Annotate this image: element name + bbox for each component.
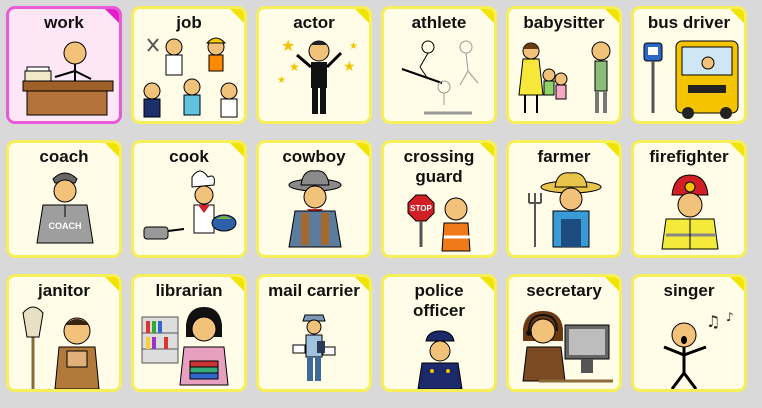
tile-athlete[interactable]: athlete — [381, 6, 497, 124]
tile-corner — [229, 143, 244, 158]
tile-label: bus driver — [647, 13, 731, 32]
tile-corner — [104, 143, 119, 158]
cook-icon — [143, 170, 237, 240]
tile-mail-carrier[interactable]: mail carrier — [256, 274, 372, 392]
actor-icon: ★ ★ ★ ★ ★ — [277, 36, 358, 114]
tile-label: babysitter — [523, 13, 605, 32]
job-icon — [143, 37, 238, 118]
tile-corner — [479, 9, 494, 24]
coach-icon: COACH — [36, 172, 94, 244]
tile-label: firefighter — [649, 147, 729, 166]
tile-label: singer — [663, 281, 715, 300]
svg-text:★: ★ — [289, 60, 300, 74]
tile-corner — [604, 277, 619, 292]
tile-police-officer[interactable]: police officer — [381, 274, 497, 392]
tile-label: mail carrier — [268, 281, 360, 300]
tile-coach[interactable]: COACH coach — [6, 140, 122, 258]
tile-librarian[interactable]: librarian — [131, 274, 247, 392]
tile-cook[interactable]: cook — [131, 140, 247, 258]
tile-corner — [354, 9, 369, 24]
tile-corner — [729, 143, 744, 158]
tile-corner — [104, 9, 119, 24]
coach-shirt-text: COACH — [49, 221, 82, 231]
crossing-guard-icon: STOP — [407, 194, 471, 252]
svg-text:♪: ♪ — [726, 310, 734, 324]
secretary-icon — [522, 311, 613, 383]
librarian-icon — [141, 307, 229, 386]
tile-corner — [729, 9, 744, 24]
tile-corner — [229, 277, 244, 292]
svg-text:♫: ♫ — [706, 312, 720, 331]
babysitter-icon — [518, 41, 611, 113]
tile-babysitter[interactable]: babysitter — [506, 6, 622, 124]
tile-bus-driver[interactable]: bus driver — [631, 6, 747, 124]
farmer-icon — [528, 172, 602, 248]
tile-label: coach — [39, 147, 89, 166]
tile-label: crossing guard — [403, 147, 475, 186]
tile-label: job — [176, 13, 202, 32]
tile-crossing-guard[interactable]: STOP crossing guard — [381, 140, 497, 258]
bus-driver-icon — [643, 40, 739, 119]
tile-label: secretary — [526, 281, 602, 300]
svg-text:★: ★ — [281, 36, 295, 55]
tile-farmer[interactable]: farmer — [506, 140, 622, 258]
police-officer-icon — [417, 330, 463, 389]
tile-corner — [104, 277, 119, 292]
tile-corner — [479, 143, 494, 158]
tile-label: athlete — [411, 13, 467, 32]
tile-label: janitor — [38, 281, 90, 300]
tile-firefighter[interactable]: firefighter — [631, 140, 747, 258]
firefighter-icon — [661, 174, 719, 250]
athlete-icon — [401, 40, 479, 115]
tile-work[interactable]: work — [6, 6, 122, 124]
stop-sign-text: STOP — [410, 204, 432, 213]
tile-corner — [354, 277, 369, 292]
mail-carrier-icon — [292, 314, 336, 381]
tile-corner — [604, 9, 619, 24]
work-icon — [22, 41, 114, 116]
svg-text:★: ★ — [277, 75, 286, 86]
tile-job[interactable]: job — [131, 6, 247, 124]
tile-janitor[interactable]: janitor — [6, 274, 122, 392]
singer-icon: ♫ ♪ — [663, 310, 734, 389]
tile-singer[interactable]: ♫ ♪ singer — [631, 274, 747, 392]
tile-corner — [479, 277, 494, 292]
tile-label: cook — [169, 147, 209, 166]
svg-text:★: ★ — [349, 41, 358, 52]
tile-label: work — [44, 13, 84, 32]
tile-label: cowboy — [282, 147, 346, 166]
tile-cowboy[interactable]: cowboy — [256, 140, 372, 258]
tile-label: farmer — [537, 147, 591, 166]
tile-label: police officer — [413, 281, 465, 320]
tile-corner — [729, 277, 744, 292]
cowboy-icon — [288, 170, 342, 248]
tile-corner — [354, 143, 369, 158]
tile-corner — [604, 143, 619, 158]
janitor-icon — [22, 306, 100, 389]
svg-text:★: ★ — [343, 59, 356, 75]
tile-corner — [229, 9, 244, 24]
tile-actor[interactable]: ★ ★ ★ ★ ★ actor — [256, 6, 372, 124]
tile-label: actor — [293, 13, 335, 32]
tile-label: librarian — [155, 281, 223, 300]
tile-secretary[interactable]: secretary — [506, 274, 622, 392]
